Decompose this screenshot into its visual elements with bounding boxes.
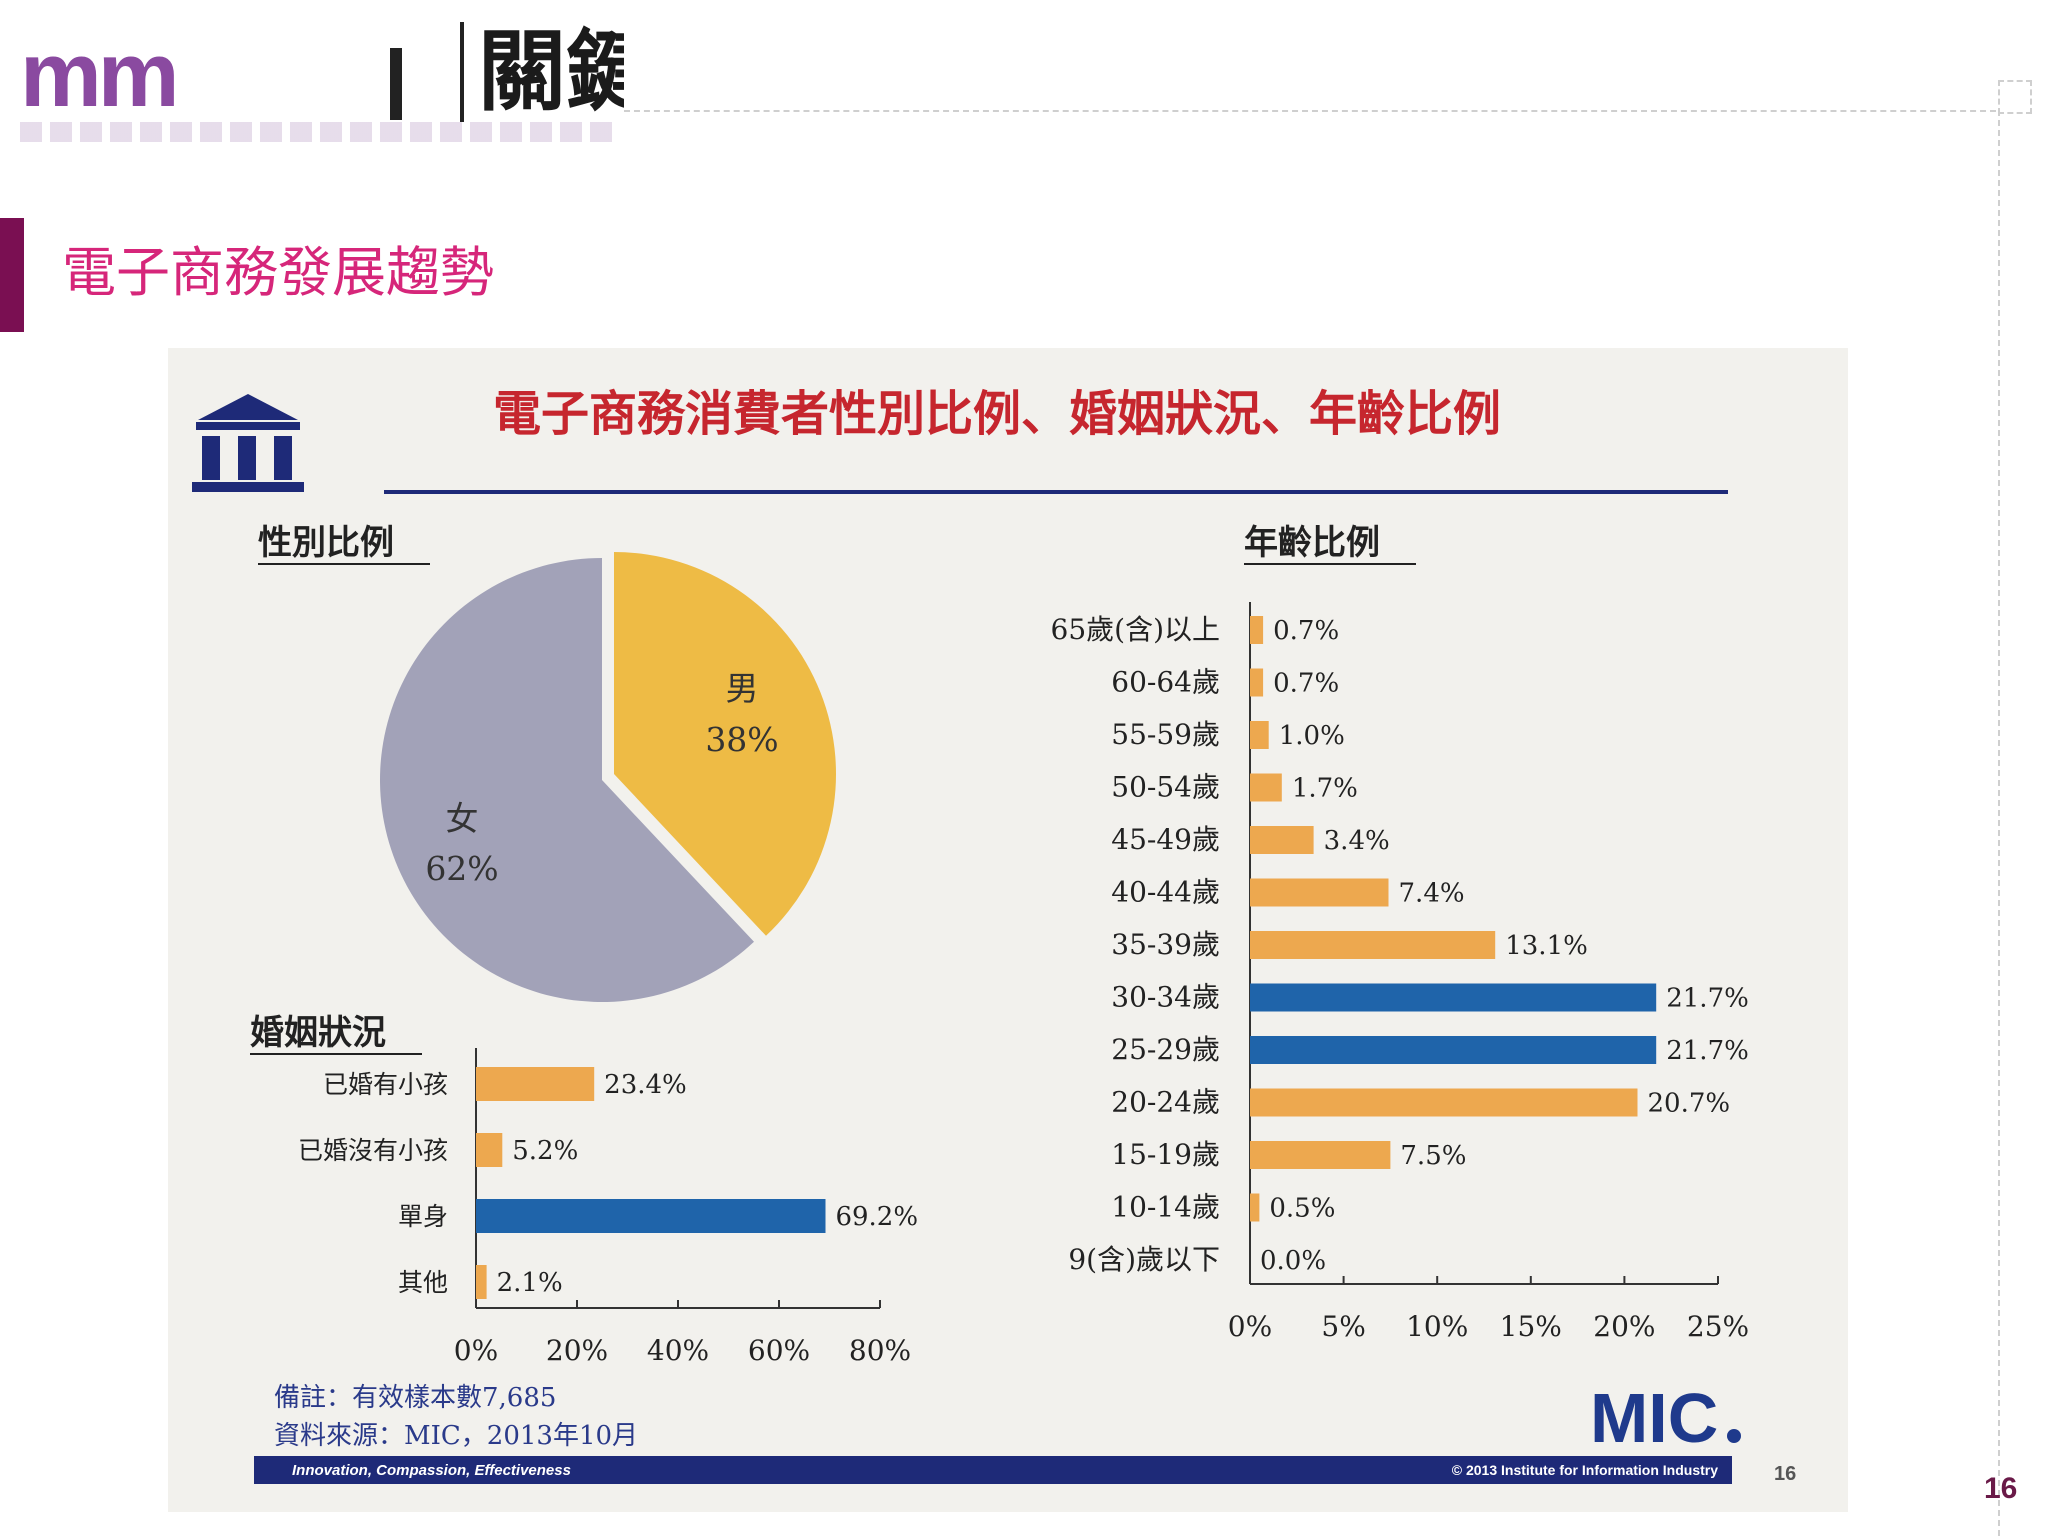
value-label: 21.7% <box>1666 984 1749 1014</box>
x-tick-label: 80% <box>849 1334 911 1367</box>
marital-bar-chart: 0% 20% 40% 60% 80% 已婚有小孩 23.4% 已婚沒有小孩 5.2% 單身 69.2… <box>298 1048 918 1367</box>
x-tick-label: 60% <box>748 1334 810 1367</box>
bar <box>1250 721 1269 749</box>
brand-logo: mm <box>20 24 180 126</box>
category-label: 55-59歲 <box>1111 718 1220 751</box>
x-tick-label: 0% <box>454 1334 498 1367</box>
brand-logo-chinese: 關鍵 <box>478 22 624 122</box>
category-label: 10-14歲 <box>1111 1191 1220 1224</box>
logo-divider <box>460 22 464 122</box>
right-dashed-rule <box>1998 100 2000 1536</box>
bar <box>1250 878 1389 907</box>
age-section-title: 年齡比例 <box>1244 523 1380 563</box>
x-tick-label: 10% <box>1406 1310 1468 1343</box>
category-label: 50-54歲 <box>1111 771 1220 804</box>
value-label: 1.0% <box>1279 721 1345 751</box>
bar <box>1250 931 1496 959</box>
footer-band <box>254 1456 1732 1484</box>
bar <box>476 1199 826 1233</box>
bar <box>1250 668 1264 697</box>
category-label: 15-19歲 <box>1111 1138 1220 1171</box>
category-label: 60-64歲 <box>1111 666 1220 699</box>
infographic: 電子商務消費者性別比例、婚姻狀況、年齡比例 性別比例 年齡比例 婚姻狀況 男 3… <box>192 386 1796 1485</box>
institution-icon <box>192 394 304 492</box>
pie-label-female-name: 女 <box>446 799 479 838</box>
logo-separator <box>390 48 402 120</box>
value-label: 0.7% <box>1273 616 1339 646</box>
registered-mark-icon <box>1727 1429 1741 1443</box>
value-label: 69.2% <box>835 1202 918 1232</box>
pie-label-male-name: 男 <box>726 669 759 708</box>
category-label: 20-24歲 <box>1111 1086 1220 1119</box>
value-label: 3.4% <box>1324 826 1390 856</box>
pie-slice-male <box>614 552 836 936</box>
bar <box>1250 826 1314 854</box>
category-label: 其他 <box>398 1268 448 1297</box>
chart-title: 電子商務消費者性別比例、婚姻狀況、年齡比例 <box>493 386 1501 442</box>
value-label: 7.5% <box>1400 1141 1466 1171</box>
slide-number: 16 <box>1774 1463 1796 1485</box>
corner-marker <box>1998 80 2032 114</box>
bar <box>1250 616 1264 644</box>
category-label: 65歲(含)以上 <box>1051 613 1220 646</box>
value-label: 0.7% <box>1273 669 1339 699</box>
bar <box>1250 1193 1260 1222</box>
bar <box>1250 773 1282 802</box>
category-label: 9(含)歲以下 <box>1068 1243 1220 1276</box>
category-label: 45-49歲 <box>1111 823 1220 856</box>
value-label: 0.0% <box>1260 1246 1326 1276</box>
page-title: 電子商務發展趨勢 <box>62 241 494 304</box>
gender-pie-chart: 男 38% 女 62% <box>379 552 836 1003</box>
value-label: 2.1% <box>497 1268 563 1298</box>
x-tick-label: 40% <box>647 1334 709 1367</box>
value-label: 7.4% <box>1399 879 1465 909</box>
pie-label-male-value: 38% <box>705 720 778 759</box>
value-label: 1.7% <box>1292 774 1358 804</box>
x-tick-label: 25% <box>1687 1310 1749 1343</box>
value-label: 23.4% <box>604 1070 687 1100</box>
bar <box>476 1067 595 1101</box>
title-accent-bar <box>0 218 24 332</box>
mic-logo: MIC <box>1590 1379 1718 1457</box>
bar <box>1250 1036 1657 1064</box>
category-label: 35-39歲 <box>1111 928 1220 961</box>
value-label: 0.5% <box>1269 1194 1335 1224</box>
marital-section-title: 婚姻狀況 <box>250 1013 386 1053</box>
x-tick-label: 5% <box>1321 1310 1365 1343</box>
bar <box>476 1265 487 1299</box>
footer-slogan: Innovation, Compassion, Effectiveness <box>292 1462 571 1479</box>
source-note: 資料來源：MIC，2013年10月 <box>274 1421 638 1451</box>
category-label: 40-44歲 <box>1111 876 1220 909</box>
footer-copyright: © 2013 Institute for Information Industr… <box>1452 1462 1718 1478</box>
pie-slice-female <box>379 558 754 1003</box>
bar <box>1250 1141 1391 1169</box>
category-label: 25-29歲 <box>1111 1033 1220 1066</box>
title-underline <box>384 490 1728 494</box>
value-label: 13.1% <box>1505 931 1588 961</box>
bar <box>476 1133 503 1167</box>
age-bar-chart: 0% 5% 10% 15% 20% 25% 65歲(含)以上 0.7% 60-64歲 0.7% 55… <box>1051 602 1749 1343</box>
value-label: 21.7% <box>1666 1036 1749 1066</box>
x-tick-label: 0% <box>1228 1310 1272 1343</box>
logo-reflection <box>20 122 620 142</box>
sample-note: 備註：有效樣本數7,685 <box>274 1383 556 1413</box>
bar <box>1250 983 1657 1012</box>
x-tick-label: 20% <box>546 1334 608 1367</box>
header-dashed-rule <box>624 110 1996 112</box>
gender-section-title: 性別比例 <box>258 523 394 563</box>
category-label: 已婚沒有小孩 <box>298 1136 448 1165</box>
category-label: 30-34歲 <box>1111 981 1220 1014</box>
slide-panel: 電子商務消費者性別比例、婚姻狀況、年齡比例 性別比例 年齡比例 婚姻狀況 男 3… <box>168 348 1848 1512</box>
pie-label-female-value: 62% <box>425 849 498 888</box>
value-label: 20.7% <box>1648 1089 1731 1119</box>
category-label: 已婚有小孩 <box>323 1070 448 1099</box>
category-label: 單身 <box>398 1202 448 1231</box>
x-tick-label: 20% <box>1593 1310 1655 1343</box>
bar <box>1250 1088 1638 1117</box>
value-label: 5.2% <box>512 1136 578 1166</box>
x-tick-label: 15% <box>1500 1310 1562 1343</box>
page-number: 16 <box>1984 1472 2018 1505</box>
